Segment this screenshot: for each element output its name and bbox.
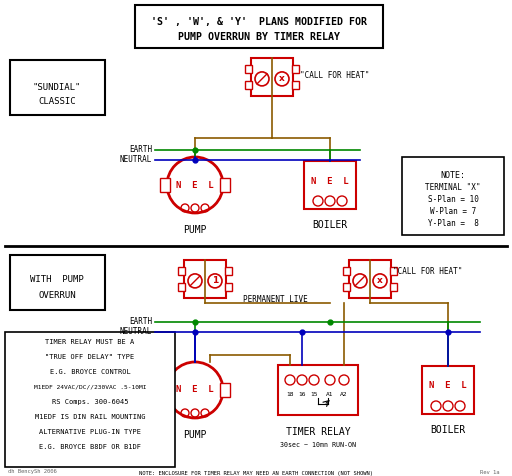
Text: 18: 18 [286, 393, 294, 397]
Text: N  E  L: N E L [176, 386, 214, 395]
FancyBboxPatch shape [225, 283, 232, 291]
Text: x: x [279, 74, 285, 83]
FancyBboxPatch shape [390, 268, 397, 276]
Text: "TRUE OFF DELAY" TYPE: "TRUE OFF DELAY" TYPE [46, 354, 135, 360]
Text: PERMANENT LIVE: PERMANENT LIVE [243, 295, 307, 304]
Text: PUMP: PUMP [183, 430, 207, 440]
FancyBboxPatch shape [5, 332, 175, 467]
FancyBboxPatch shape [220, 383, 230, 397]
FancyBboxPatch shape [178, 268, 185, 276]
Text: A2: A2 [340, 393, 348, 397]
Text: E.G. BROYCE CONTROL: E.G. BROYCE CONTROL [50, 369, 131, 375]
Text: "CALL FOR HEAT": "CALL FOR HEAT" [300, 70, 369, 79]
FancyBboxPatch shape [390, 283, 397, 291]
FancyBboxPatch shape [135, 5, 383, 48]
FancyBboxPatch shape [278, 365, 358, 415]
Text: "CALL FOR HEAT": "CALL FOR HEAT" [393, 268, 462, 277]
Text: M1EDF IS DIN RAIL MOUNTING: M1EDF IS DIN RAIL MOUNTING [35, 414, 145, 420]
FancyBboxPatch shape [10, 255, 105, 310]
Text: N  E  L: N E L [311, 177, 349, 186]
FancyBboxPatch shape [160, 383, 170, 397]
Text: EARTH: EARTH [129, 146, 152, 155]
FancyBboxPatch shape [160, 178, 170, 192]
Text: A1: A1 [326, 393, 334, 397]
FancyBboxPatch shape [422, 366, 474, 414]
Text: CLASSIC: CLASSIC [38, 98, 76, 107]
FancyBboxPatch shape [225, 268, 232, 276]
Text: NOTE: ENCLOSURE FOR TIMER RELAY MAY NEED AN EARTH CONNECTION (NOT SHOWN): NOTE: ENCLOSURE FOR TIMER RELAY MAY NEED… [139, 470, 373, 476]
FancyBboxPatch shape [343, 268, 350, 276]
Text: WITH  PUMP: WITH PUMP [30, 276, 84, 285]
FancyBboxPatch shape [349, 260, 391, 298]
Text: Rev 1a: Rev 1a [480, 469, 500, 475]
Text: PUMP: PUMP [183, 225, 207, 235]
Text: NOTE:: NOTE: [440, 170, 465, 179]
Text: TERMINAL "X": TERMINAL "X" [425, 184, 481, 192]
FancyBboxPatch shape [304, 161, 356, 209]
Text: OVERRUN: OVERRUN [38, 290, 76, 299]
FancyBboxPatch shape [245, 80, 252, 89]
Text: E.G. BROYCE B8DF OR B1DF: E.G. BROYCE B8DF OR B1DF [39, 444, 141, 450]
Text: EARTH: EARTH [129, 317, 152, 327]
Text: 15: 15 [310, 393, 318, 397]
Text: Y-Plan =  8: Y-Plan = 8 [428, 219, 478, 228]
Text: PUMP OVERRUN BY TIMER RELAY: PUMP OVERRUN BY TIMER RELAY [178, 32, 340, 42]
FancyBboxPatch shape [343, 283, 350, 291]
FancyBboxPatch shape [184, 260, 226, 298]
Text: 1: 1 [212, 277, 218, 286]
Text: "SUNDIAL": "SUNDIAL" [33, 82, 81, 91]
Text: W-Plan = 7: W-Plan = 7 [430, 208, 476, 217]
FancyBboxPatch shape [10, 60, 105, 115]
FancyBboxPatch shape [245, 65, 252, 73]
Text: x: x [377, 277, 383, 286]
Text: ALTERNATIVE PLUG-IN TYPE: ALTERNATIVE PLUG-IN TYPE [39, 429, 141, 435]
Text: 30sec ~ 10mn RUN-ON: 30sec ~ 10mn RUN-ON [280, 442, 356, 448]
Text: NEUTRAL: NEUTRAL [120, 327, 152, 337]
Text: dh BencySh 2006: dh BencySh 2006 [8, 469, 57, 475]
Text: 'S' , 'W', & 'Y'  PLANS MODIFIED FOR: 'S' , 'W', & 'Y' PLANS MODIFIED FOR [151, 17, 367, 27]
FancyBboxPatch shape [220, 178, 230, 192]
Text: TIMER RELAY MUST BE A: TIMER RELAY MUST BE A [46, 339, 135, 345]
Text: N  E  L: N E L [176, 180, 214, 189]
Text: 16: 16 [298, 393, 306, 397]
Text: BOILER: BOILER [312, 220, 348, 230]
Text: TIMER RELAY: TIMER RELAY [286, 427, 350, 437]
Text: S-Plan = 10: S-Plan = 10 [428, 196, 478, 205]
Text: BOILER: BOILER [431, 425, 465, 435]
Text: RS Comps. 300-6045: RS Comps. 300-6045 [52, 399, 128, 405]
FancyBboxPatch shape [292, 80, 299, 89]
Text: N  E  L: N E L [429, 381, 467, 390]
FancyBboxPatch shape [178, 283, 185, 291]
FancyBboxPatch shape [402, 157, 504, 235]
FancyBboxPatch shape [251, 58, 293, 96]
Text: M1EDF 24VAC/DC//230VAC .5-10MI: M1EDF 24VAC/DC//230VAC .5-10MI [34, 385, 146, 389]
FancyBboxPatch shape [292, 65, 299, 73]
Text: NEUTRAL: NEUTRAL [120, 156, 152, 165]
